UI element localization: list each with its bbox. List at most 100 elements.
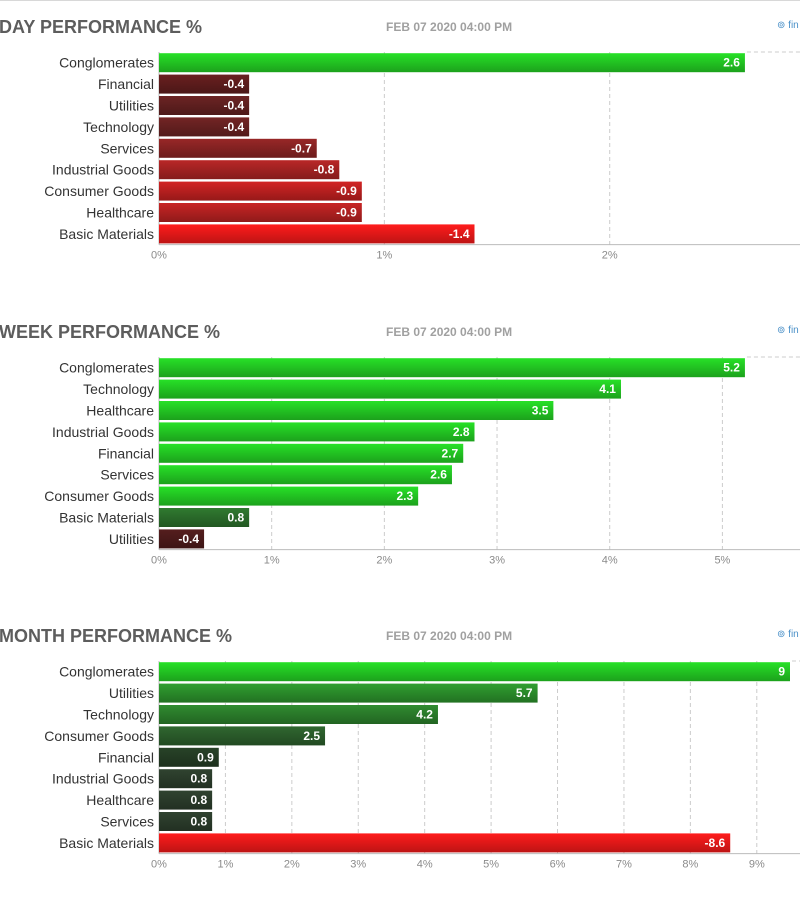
value-label: 2.5 [303, 729, 320, 743]
value-label: 0.8 [190, 793, 207, 807]
month-performance-panel: MONTH PERFORMANCE % FEB 07 2020 04:00 PM… [0, 609, 800, 899]
category-label: Basic Materials [59, 510, 154, 526]
tick-label: 5% [483, 859, 499, 871]
bar [159, 790, 213, 810]
bar [159, 203, 362, 222]
chart-title: WEEK PERFORMANCE % [0, 322, 221, 342]
value-label: -0.4 [223, 99, 244, 113]
chart-title: DAY PERFORMANCE % [0, 17, 203, 37]
tick-label: 3% [350, 859, 366, 871]
week-performance-panel: WEEK PERFORMANCE % FEB 07 2020 04:00 PM … [0, 305, 800, 595]
tick-label: 4% [417, 859, 433, 871]
bar [159, 726, 326, 746]
value-label: 2.6 [430, 468, 447, 482]
chart-date: FEB 07 2020 04:00 PM [386, 325, 513, 339]
value-label: 3.5 [532, 404, 549, 418]
bar [159, 422, 475, 442]
category-label: Financial [98, 76, 154, 92]
category-label: Technology [83, 381, 154, 397]
tick-label: 8% [682, 859, 698, 871]
value-label: 2.8 [453, 425, 470, 439]
value-label: -1.4 [449, 227, 470, 241]
bar [159, 465, 452, 485]
tick-label: 6% [550, 859, 566, 871]
bar [159, 508, 250, 527]
value-label: 0.8 [190, 772, 207, 786]
chart-title: MONTH PERFORMANCE % [0, 626, 232, 646]
bar [159, 74, 250, 94]
tick-label: 0% [151, 859, 167, 871]
tick-label: 4% [602, 555, 618, 567]
value-label: -0.7 [291, 141, 312, 155]
value-label: -0.8 [314, 163, 335, 177]
bar [159, 181, 362, 201]
value-label: 0.8 [190, 815, 207, 829]
chart-date: FEB 07 2020 04:00 PM [386, 629, 513, 643]
bar [159, 443, 464, 463]
category-label: Healthcare [86, 792, 154, 808]
tick-label: 2% [602, 250, 618, 262]
value-label: 2.6 [723, 56, 740, 70]
bar [159, 833, 731, 853]
bar [159, 53, 745, 73]
category-label: Consumer Goods [44, 488, 154, 504]
brand-icon: ⊚ [777, 629, 789, 640]
bar [159, 224, 475, 244]
category-label: Basic Materials [59, 835, 154, 851]
bar [159, 358, 745, 378]
category-label: Technology [83, 707, 154, 723]
category-label: Services [100, 140, 154, 156]
bar [159, 401, 554, 420]
category-label: Utilities [109, 98, 154, 114]
category-label: Industrial Goods [52, 162, 154, 178]
tick-label: 1% [376, 250, 392, 262]
brand-text: fin [788, 629, 799, 640]
tick-label: 2% [376, 555, 392, 567]
tick-label: 1% [217, 859, 233, 871]
tick-label: 3% [489, 555, 505, 567]
bar [159, 769, 213, 789]
category-label: Utilities [109, 531, 154, 547]
value-label: -0.4 [223, 77, 244, 91]
brand-link[interactable]: ⊚ fin [777, 20, 799, 31]
value-label: -0.9 [336, 206, 357, 220]
value-label: 5.7 [516, 686, 533, 700]
category-label: Conglomerates [59, 360, 154, 376]
tick-label: 9% [749, 859, 765, 871]
category-label: Healthcare [86, 403, 154, 419]
month-performance-chart: 0% 1% 2% 3% 4% 5% 6% 7% 8% 9% Conglomerates 9 Utilit… [44, 660, 800, 871]
bar [159, 379, 621, 399]
category-label: Services [100, 814, 154, 830]
day-performance-panel: DAY PERFORMANCE % FEB 07 2020 04:00 PM ⊚… [0, 0, 800, 290]
value-label: 0.9 [197, 750, 214, 764]
brand-link[interactable]: ⊚ fin [777, 325, 799, 336]
category-label: Financial [98, 445, 154, 461]
brand-link[interactable]: ⊚ fin [777, 629, 799, 640]
tick-label: 1% [264, 555, 280, 567]
category-label: Conglomerates [59, 664, 154, 680]
bar [159, 160, 340, 180]
bar [159, 117, 250, 137]
value-label: -0.4 [178, 532, 199, 546]
value-label: -0.4 [223, 120, 244, 134]
category-label: Consumer Goods [44, 183, 154, 199]
category-label: Industrial Goods [52, 424, 154, 440]
bar [159, 812, 213, 831]
tick-label: 5% [714, 555, 730, 567]
value-label: -8.6 [705, 836, 726, 850]
brand-icon: ⊚ [777, 20, 789, 31]
category-label: Technology [83, 119, 154, 135]
day-performance-chart: 0% 1% 2% Conglomerates 2.6 Financial -0.4 Utili… [44, 51, 800, 262]
bar [159, 747, 219, 767]
category-label: Conglomerates [59, 55, 154, 71]
value-label: 5.2 [723, 361, 740, 375]
bar [159, 486, 419, 506]
week-performance-chart: 0% 1% 2% 3% 4% 5% Conglomerates 5.2 Technology 4.… [44, 356, 800, 567]
value-label: 0.8 [227, 511, 244, 525]
category-label: Basic Materials [59, 226, 154, 242]
value-label: 4.2 [416, 708, 433, 722]
bar [159, 138, 317, 158]
brand-text: fin [788, 20, 799, 31]
bar [159, 683, 538, 703]
chart-date: FEB 07 2020 04:00 PM [386, 20, 513, 34]
